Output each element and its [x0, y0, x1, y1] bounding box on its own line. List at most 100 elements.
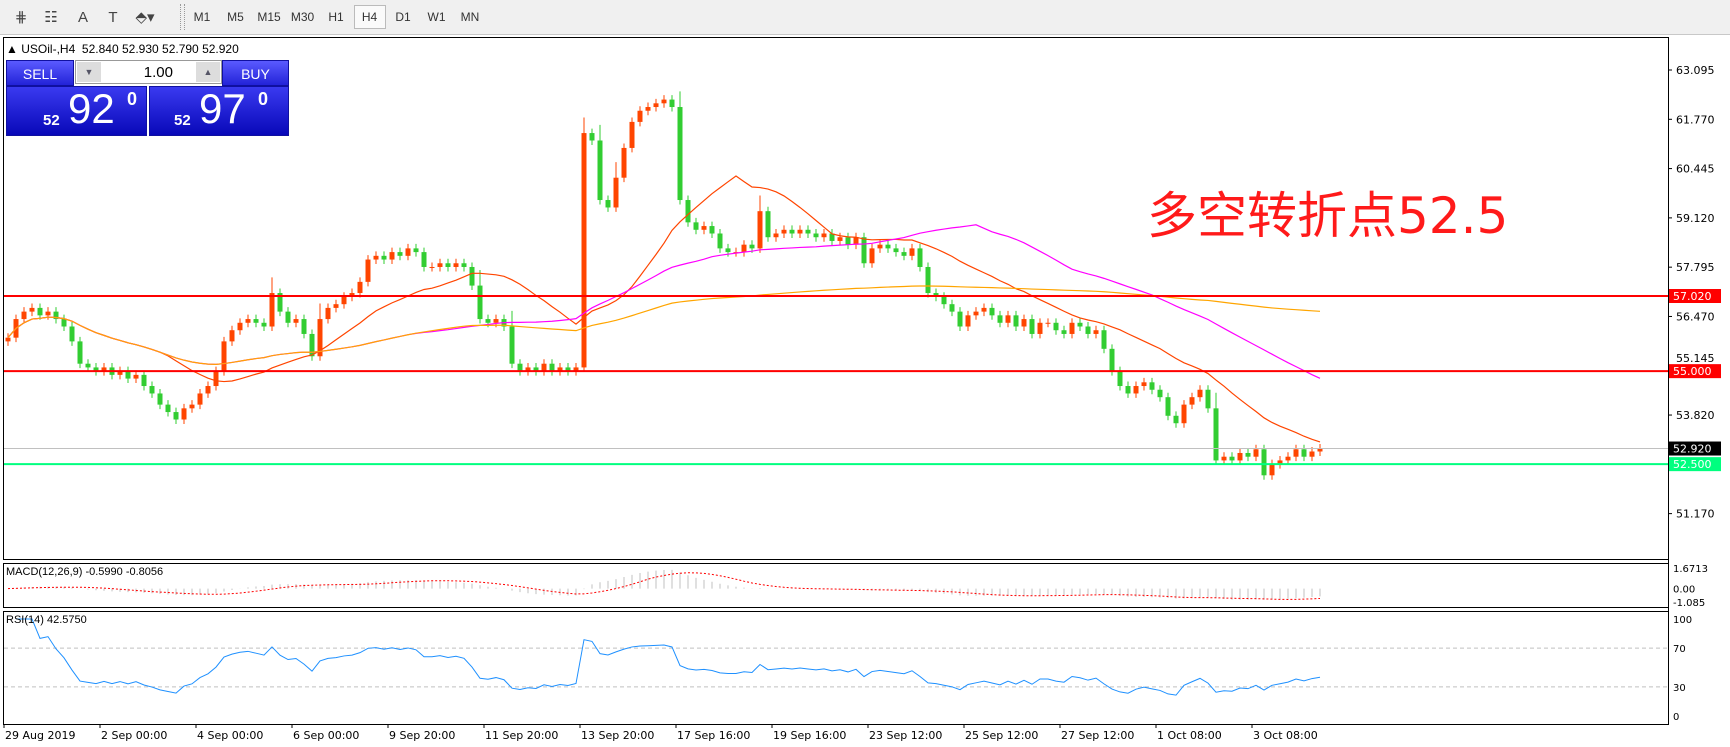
- candle-bearish: [85, 363, 91, 368]
- candle-bearish: [1261, 449, 1267, 476]
- timeframe-h4[interactable]: H4: [353, 5, 386, 29]
- sell-price-main: 92: [68, 85, 115, 132]
- candle-bullish: [1309, 451, 1315, 457]
- candle-bullish: [621, 147, 627, 178]
- candle-bullish: [1093, 330, 1099, 334]
- candle-bullish: [981, 307, 987, 312]
- candle-bearish: [605, 200, 611, 208]
- candle-bullish: [1069, 322, 1075, 334]
- candle-bearish: [805, 229, 811, 234]
- toolbar-separator: [180, 4, 185, 30]
- candle-bullish: [629, 121, 635, 148]
- lot-decrease-icon[interactable]: ▼: [77, 62, 101, 82]
- fibonacci-fan-icon[interactable]: ☷: [44, 9, 58, 26]
- candle-bearish: [549, 363, 555, 372]
- buy-button[interactable]: BUY: [222, 60, 289, 86]
- candle-bullish: [133, 374, 139, 379]
- candle-bearish: [1029, 319, 1035, 334]
- price-tick-label: 56.470: [1676, 310, 1715, 323]
- lot-value[interactable]: 1.00: [143, 64, 173, 81]
- ma-fast-line: [7, 175, 1321, 443]
- time-tick-label: 3 Oct 08:00: [1253, 729, 1318, 742]
- chart-canvas[interactable]: 63.095 61.770 60.445 59.120 57.795 56.470 55.1…: [3, 37, 1727, 745]
- candle-bearish: [1125, 386, 1131, 394]
- candle-bearish: [381, 255, 387, 260]
- candle-bullish: [269, 293, 275, 327]
- candle-bullish: [637, 110, 643, 122]
- candle-bullish: [1237, 452, 1243, 461]
- text-icon[interactable]: A: [77, 8, 88, 26]
- ma-slow-line: [7, 285, 1321, 365]
- candle-bearish: [765, 211, 771, 238]
- candle-bearish: [893, 248, 899, 253]
- timeframe-m5[interactable]: M5: [227, 10, 244, 24]
- candle-bullish: [613, 177, 619, 208]
- candle-bullish: [1189, 397, 1195, 405]
- time-tick-label: 13 Sep 20:00: [581, 729, 654, 742]
- lot-increase-icon[interactable]: ▲: [196, 62, 220, 82]
- candle-bullish: [429, 266, 435, 268]
- level-label-bg: [1669, 289, 1721, 303]
- fibonacci-expansion-icon[interactable]: ⋕: [14, 9, 28, 26]
- candle-bearish: [845, 237, 851, 245]
- candle-bearish: [901, 252, 907, 256]
- candle-bearish: [917, 248, 923, 267]
- timeframe-mn[interactable]: MN: [460, 10, 480, 24]
- rsi-tick-label: 0: [1673, 712, 1679, 723]
- candle-bearish: [53, 311, 59, 320]
- candle-bearish: [157, 393, 163, 405]
- level-label: 55.000: [1673, 365, 1712, 378]
- candle-bullish: [869, 248, 875, 264]
- timeframe-m15[interactable]: M15: [257, 10, 281, 24]
- candle-bearish: [509, 326, 515, 364]
- rsi-pane: [3, 611, 1669, 725]
- candle-bullish: [653, 103, 659, 108]
- candle-bullish: [909, 248, 915, 256]
- candle-bullish: [229, 330, 235, 342]
- candle-bearish: [717, 233, 723, 249]
- candle-bearish: [685, 200, 691, 223]
- candle-bullish: [797, 229, 803, 234]
- candle-bullish: [877, 244, 883, 249]
- candle-bullish: [245, 319, 251, 323]
- candle-bearish: [1301, 449, 1307, 457]
- close-value: 52.920: [202, 42, 239, 56]
- candle-bearish: [173, 412, 179, 420]
- buy-price-box[interactable]: 52 97 0: [149, 85, 289, 136]
- candle-bearish: [165, 404, 171, 413]
- candle-bullish: [645, 107, 651, 111]
- timeframe-m1[interactable]: M1: [193, 10, 211, 24]
- level-label-bg: [1669, 364, 1721, 379]
- timeframe-h1[interactable]: H1: [328, 10, 344, 24]
- high-value: 52.930: [121, 42, 159, 56]
- rsi-tick-label: 70: [1673, 644, 1686, 655]
- symbol-label: USOil-,H4: [21, 42, 76, 56]
- candle-bearish: [1077, 322, 1083, 327]
- collapse-triangle-icon[interactable]: ▲: [6, 42, 18, 56]
- candle-bearish: [485, 319, 491, 323]
- candle-bullish: [1021, 319, 1027, 327]
- candle-bearish: [709, 226, 715, 234]
- candle-bearish: [397, 252, 403, 256]
- candle-bullish: [573, 367, 579, 372]
- price-tick-label: 59.120: [1676, 212, 1715, 225]
- candle-bearish: [285, 311, 291, 323]
- sell-price-box[interactable]: 52 92 0: [6, 85, 147, 136]
- rsi-header: RSI(14) 42.5750: [6, 614, 87, 626]
- candle-bearish: [309, 333, 315, 357]
- chart-window[interactable]: 63.095 61.770 60.445 59.120 57.795 56.470 55.1…: [3, 37, 1727, 745]
- sell-price-prefix: 52: [43, 112, 60, 129]
- text-label-icon[interactable]: T: [108, 8, 118, 26]
- timeframe-m30[interactable]: M30: [290, 10, 315, 24]
- candle-bearish: [589, 133, 595, 141]
- open-value: 52.840: [81, 42, 119, 56]
- timeframe-w1[interactable]: W1: [427, 10, 446, 24]
- candle-bearish: [1173, 415, 1179, 424]
- candle-bearish: [1085, 326, 1091, 334]
- sell-button[interactable]: SELL: [6, 60, 74, 86]
- arrows-dropdown-icon[interactable]: ⬘▾: [135, 9, 155, 26]
- lot-size-input[interactable]: ▼ 1.00 ▲: [75, 60, 222, 84]
- candle-bearish: [421, 252, 427, 267]
- candle-bullish: [373, 255, 379, 260]
- timeframe-d1[interactable]: D1: [395, 10, 411, 24]
